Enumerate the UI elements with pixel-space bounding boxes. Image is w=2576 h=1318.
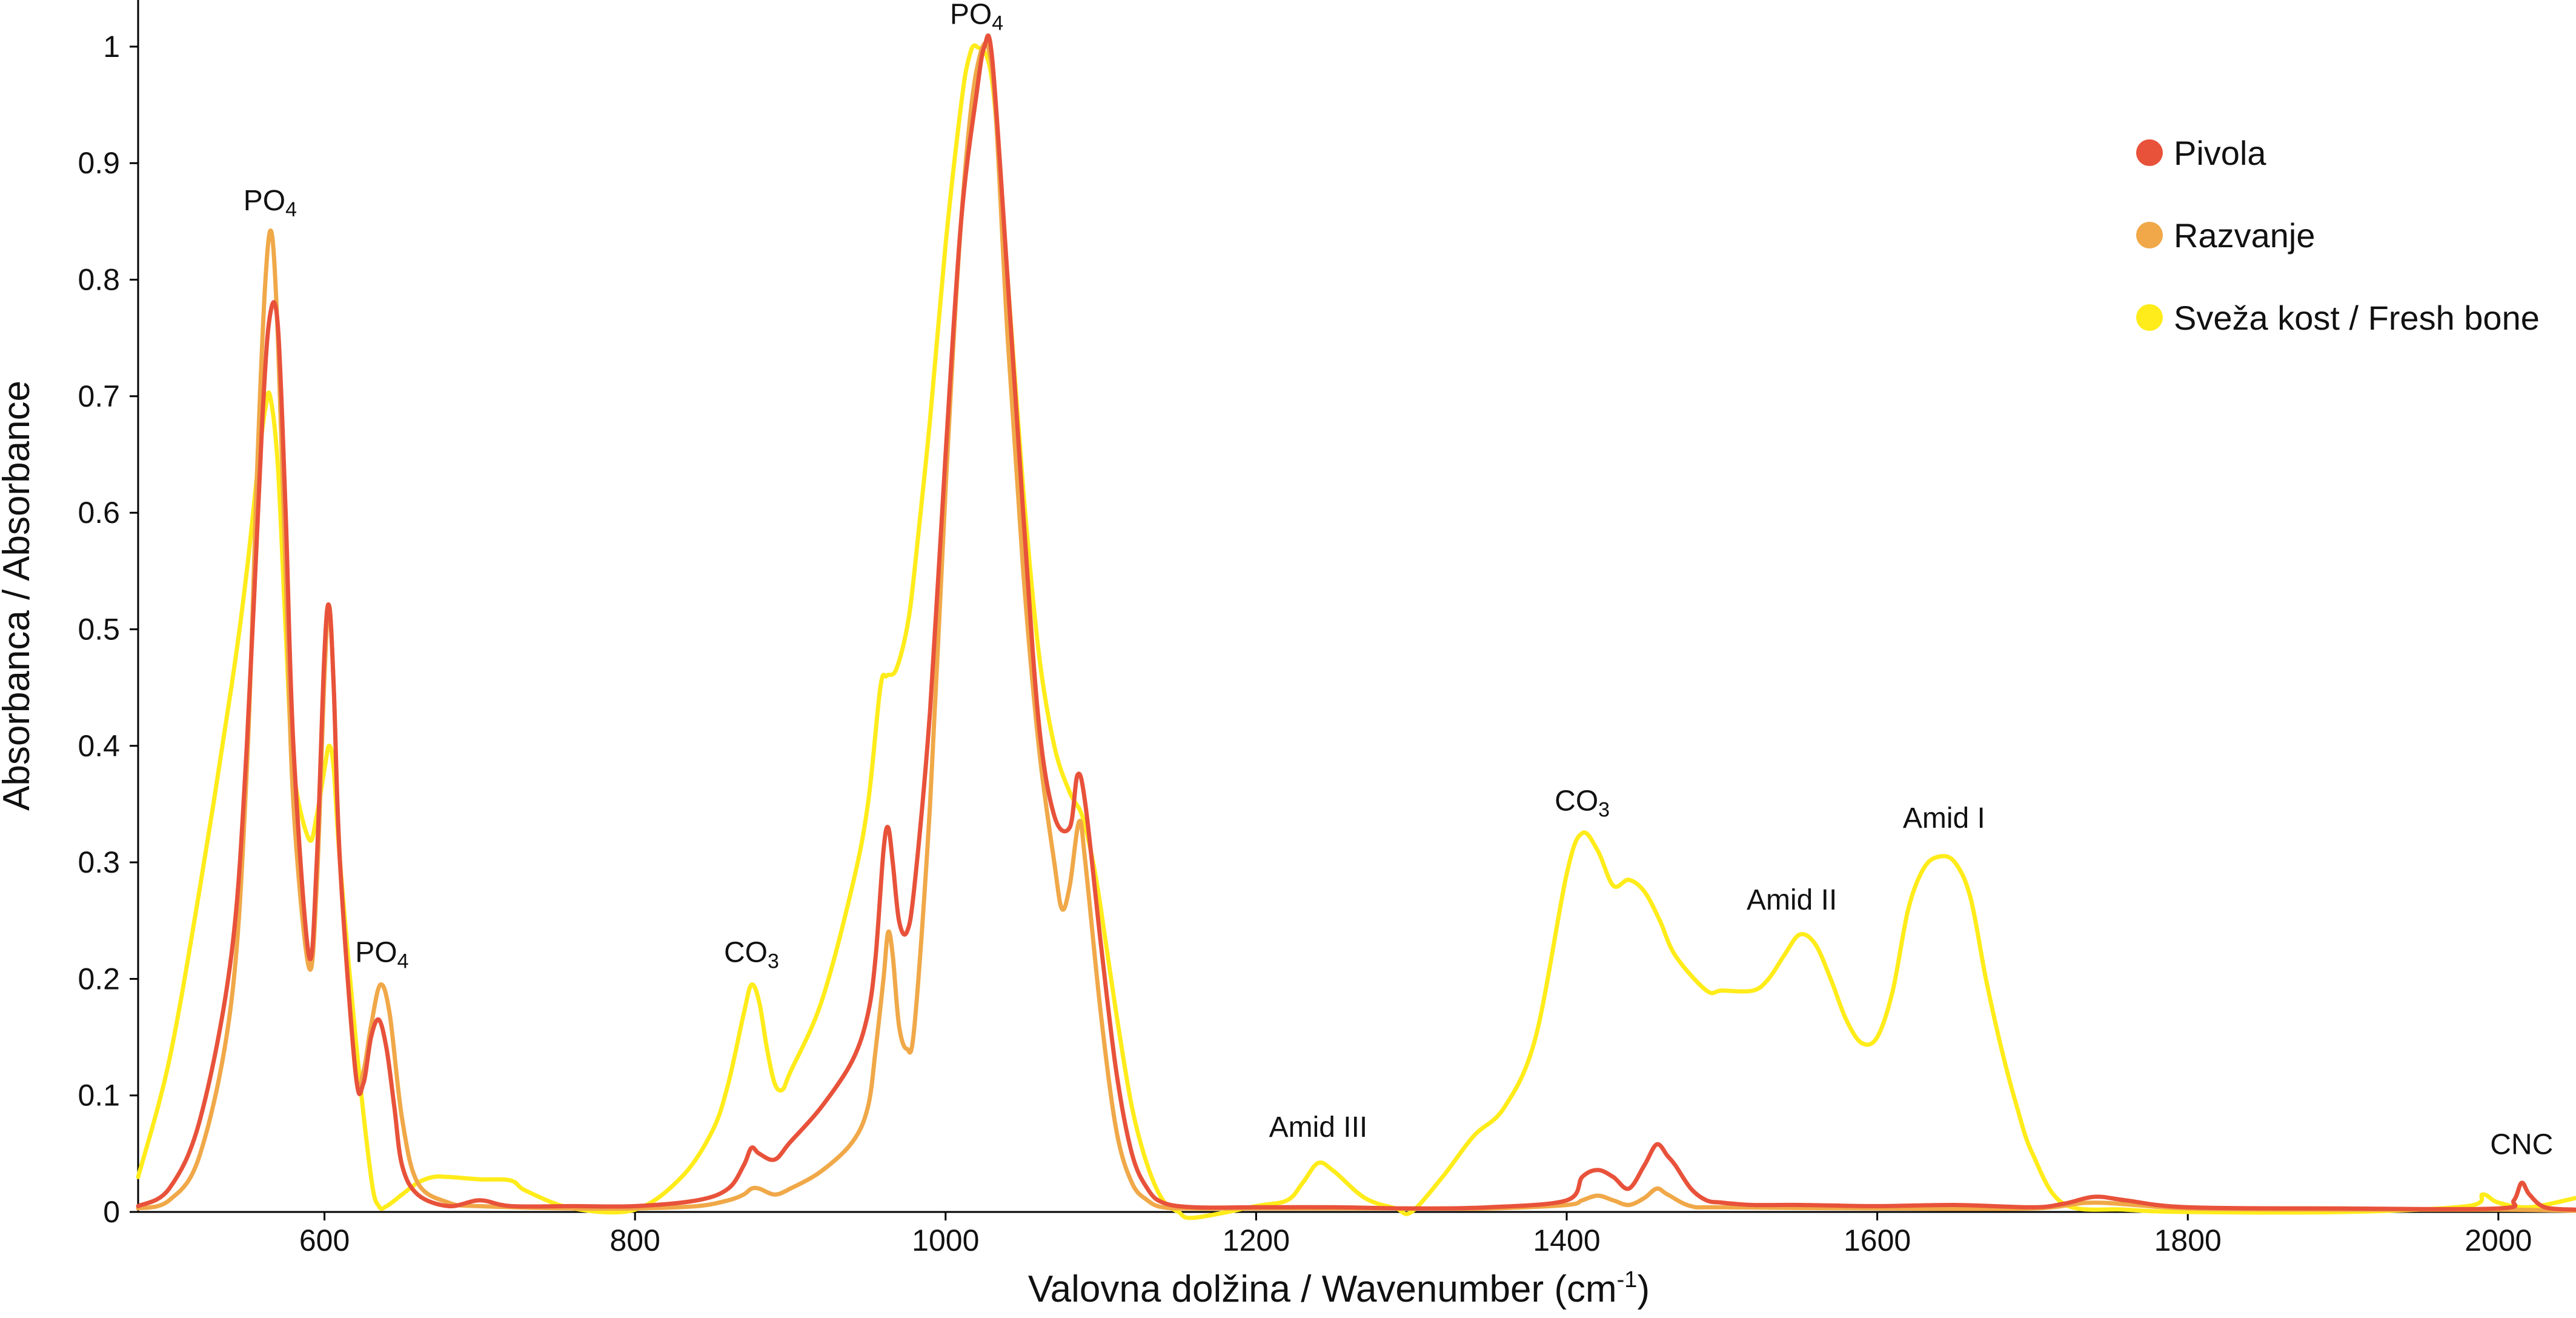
- x-axis-title: Valovna dolžina / Wavenumber (cm-1): [1028, 1267, 1650, 1310]
- peak-annotation-main: CO: [1555, 785, 1598, 817]
- x-tick-label: 1000: [912, 1223, 979, 1257]
- peak-annotation: PO4: [355, 936, 408, 973]
- y-tick-label: 0: [103, 1195, 120, 1229]
- legend-marker-sve-a-kost-fresh-bone: [2136, 304, 2163, 331]
- y-tick-label: 0.4: [78, 729, 120, 763]
- peak-annotation: Amid II: [1747, 884, 1837, 916]
- y-tick-label: 0.2: [78, 962, 120, 996]
- legend-label-pivola: Pivola: [2174, 134, 2266, 172]
- y-tick-label: 0.8: [78, 263, 120, 297]
- x-tick-label: 1200: [1223, 1223, 1290, 1257]
- legend-marker-pivola: [2136, 139, 2163, 166]
- y-tick-label: 0.7: [78, 379, 120, 413]
- x-tick-label: 800: [609, 1223, 660, 1257]
- legend: Pivola Razvanje Sveža kost / Fresh bone: [2136, 134, 2540, 337]
- peak-annotation: Amid III: [1269, 1111, 1368, 1143]
- x-axis-title-close: ): [1637, 1268, 1650, 1310]
- peak-annotation-main: PO: [244, 185, 285, 217]
- x-tick-label: 600: [299, 1223, 350, 1257]
- peak-annotation: CNC: [2490, 1129, 2553, 1161]
- peak-annotation: Amid I: [1903, 802, 1985, 834]
- peak-annotation-main: PO: [355, 936, 397, 968]
- legend-label-sve-a-kost-fresh-bone: Sveža kost / Fresh bone: [2174, 299, 2540, 337]
- peak-annotation: PO4: [244, 185, 297, 221]
- series-line-pivola: [136, 33, 2576, 1212]
- y-tick-label: 0.9: [78, 146, 120, 180]
- x-axis-title-main: Valovna dolžina / Wavenumber (cm: [1028, 1268, 1617, 1310]
- peak-annotation-main: Amid III: [1269, 1111, 1368, 1143]
- y-tick-label: 0.5: [78, 612, 120, 646]
- legend-marker-razvanje: [2136, 222, 2163, 248]
- x-tick-label: 1800: [2154, 1223, 2222, 1257]
- peak-annotation-sub: 3: [1598, 798, 1610, 821]
- peak-annotation: CO3: [724, 936, 779, 973]
- axes: [137, 0, 2576, 1213]
- y-axis-title: Absorbanca / Absorbance: [0, 381, 38, 811]
- peak-annotation-main: Amid I: [1903, 802, 1985, 834]
- series-layer: [136, 33, 2576, 1220]
- series-line-razvanje: [136, 41, 2576, 1213]
- x-tick-label: 2000: [2465, 1223, 2532, 1257]
- y-tick-label: 0.1: [78, 1079, 120, 1113]
- peak-annotation-sub: 4: [992, 12, 1003, 35]
- peak-annotation-sub: 4: [397, 950, 409, 973]
- y-tick-label: 0.6: [78, 496, 120, 530]
- y-ticks: 0 0.1 0.2 0.3 0.4 0.5 0.6 0.7 0.8 0.9 1: [78, 30, 138, 1229]
- peak-annotation-main: Amid II: [1747, 884, 1837, 916]
- y-tick-label: 1: [103, 30, 120, 64]
- y-tick-label: 0.3: [78, 845, 120, 879]
- peak-annotation-main: CNC: [2490, 1129, 2553, 1161]
- legend-label-razvanje: Razvanje: [2174, 216, 2315, 255]
- x-tick-label: 1600: [1844, 1223, 1911, 1257]
- peak-annotation: CO3: [1555, 785, 1610, 821]
- peak-annotation-main: CO: [724, 936, 768, 968]
- x-ticks: 600 800 1000 1200 1400 1600 1800 2000: [299, 1212, 2532, 1257]
- peak-annotation-sub: 4: [285, 198, 297, 221]
- peak-annotation-sub: 3: [768, 950, 779, 973]
- peak-annotation-main: PO: [950, 0, 992, 30]
- x-tick-label: 1400: [1533, 1223, 1600, 1257]
- peak-annotation: PO4: [950, 0, 1003, 35]
- x-axis-title-sup: -1: [1617, 1267, 1638, 1293]
